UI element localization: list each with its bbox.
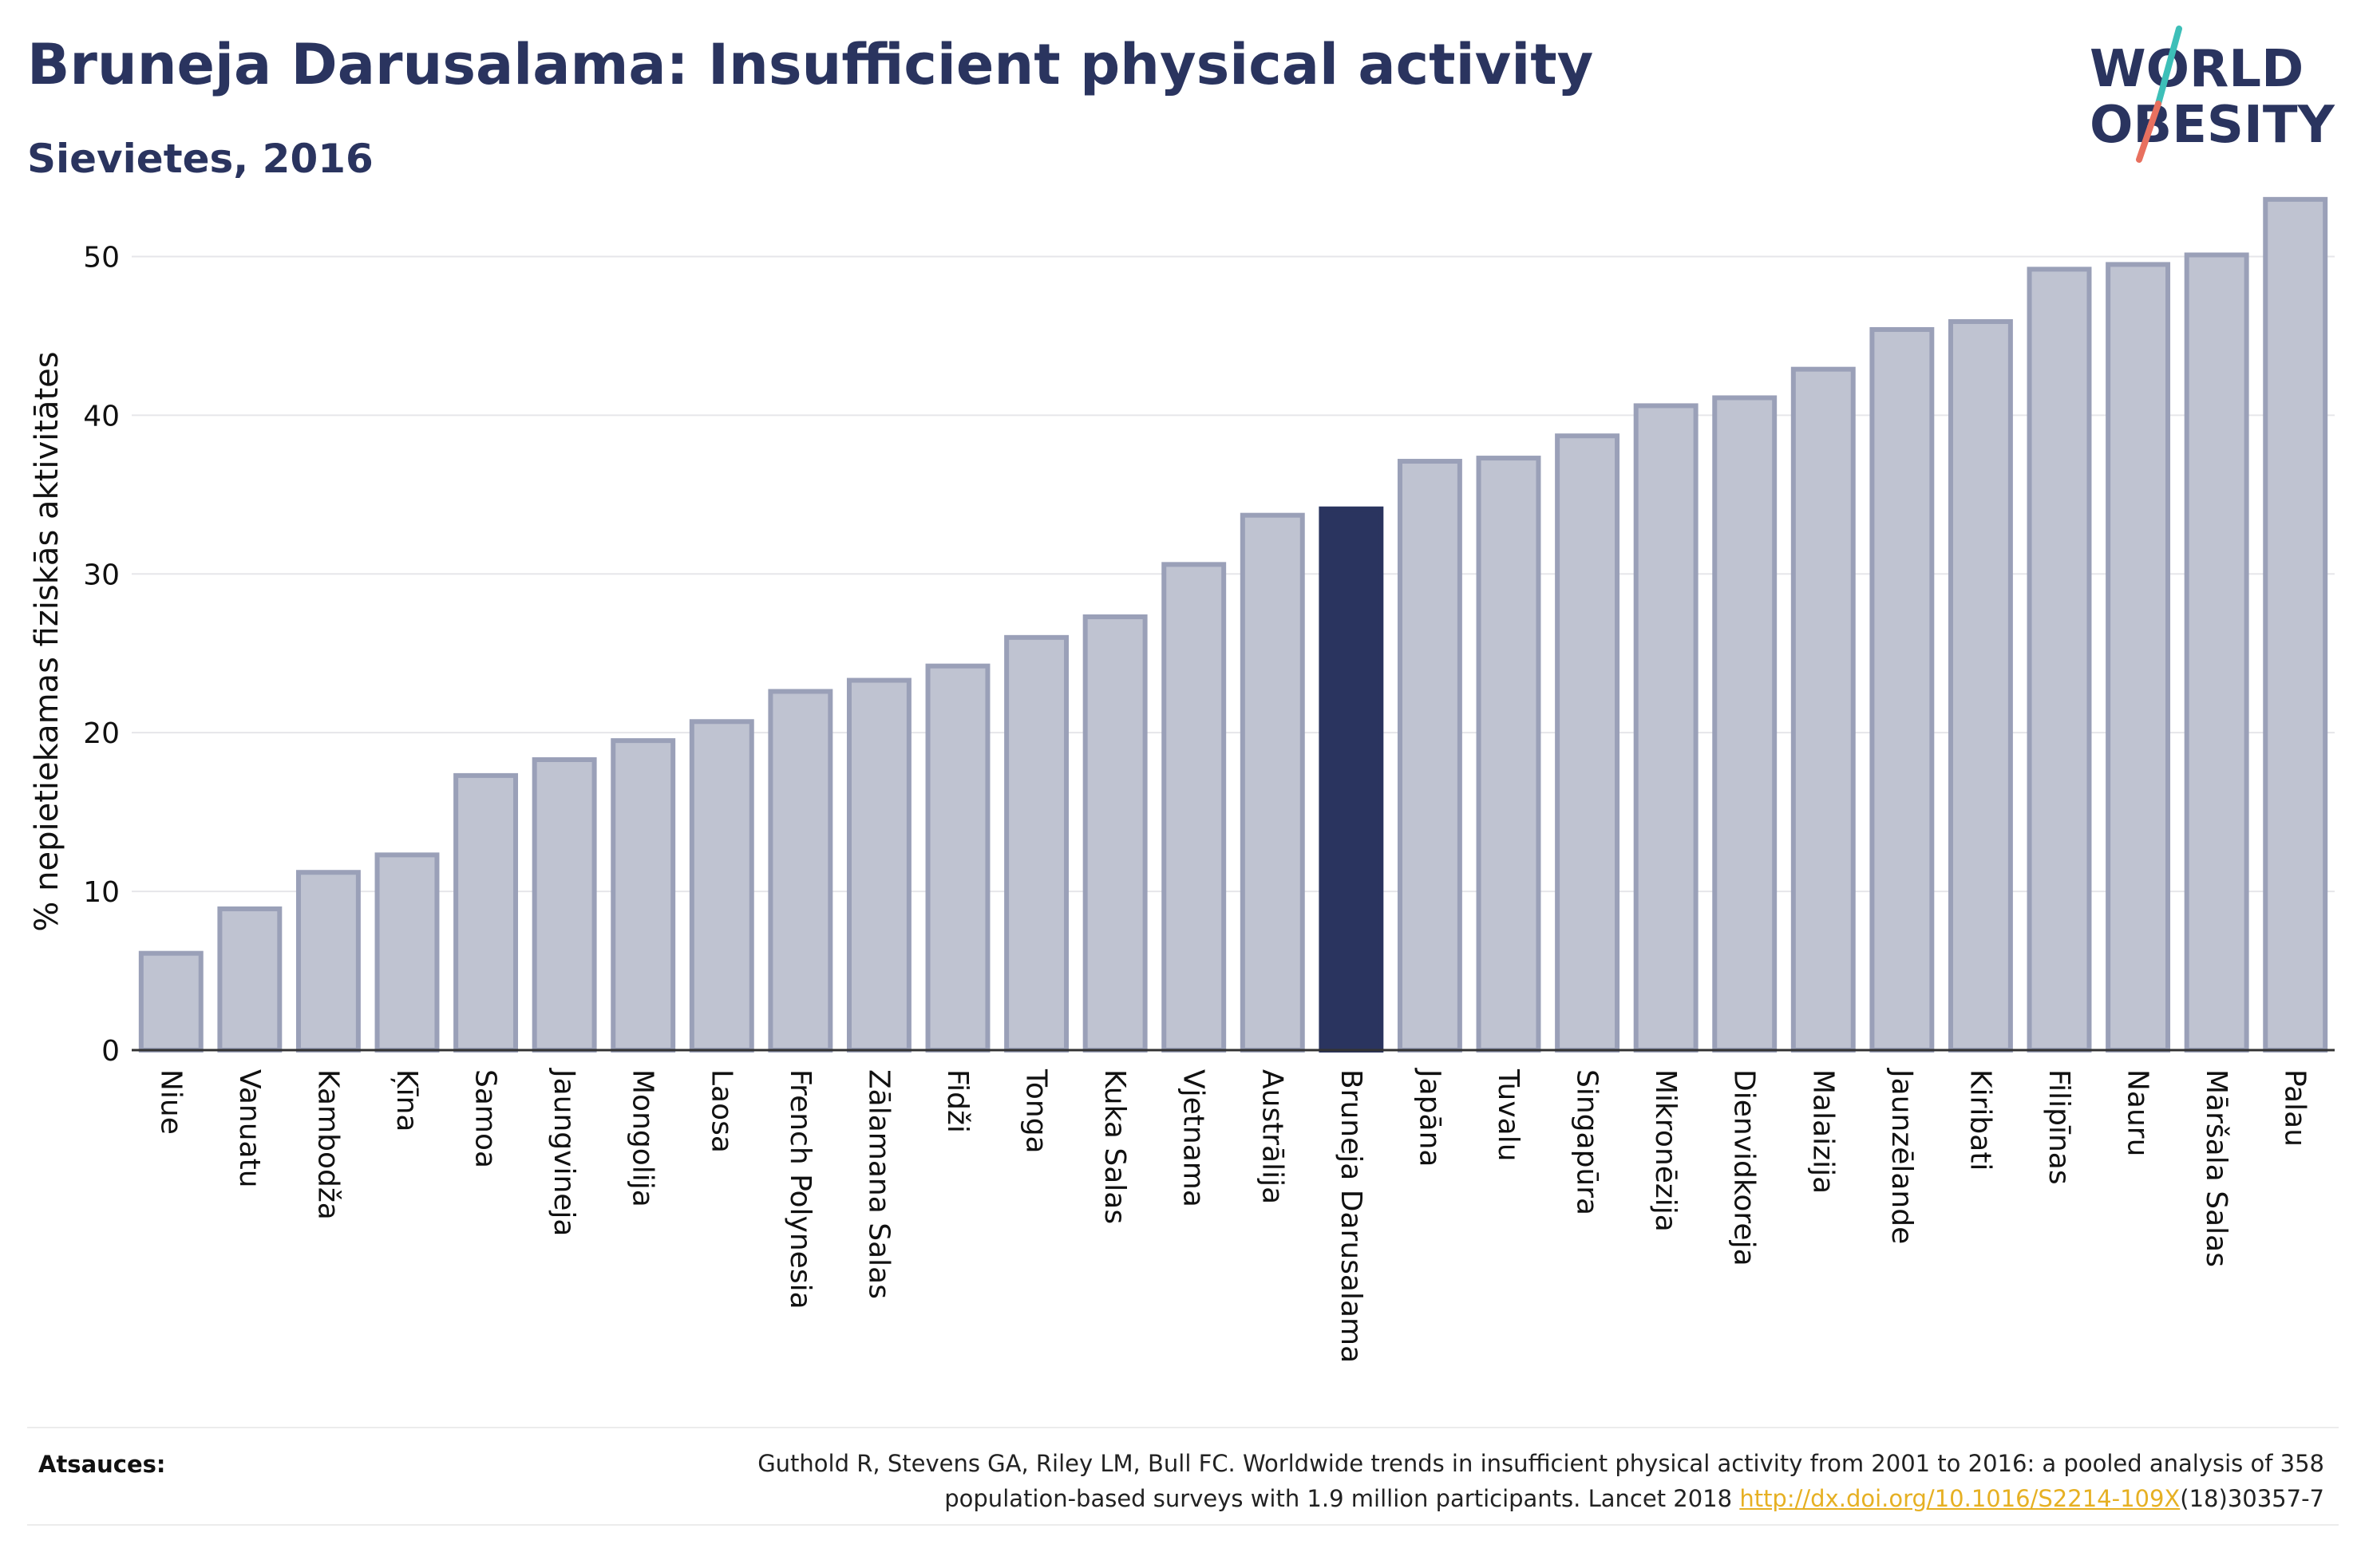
chart-subtitle: Sievietes, 2016 <box>27 136 374 182</box>
y-tick-label: 10 <box>83 876 120 909</box>
x-tick-label: French Polynesia <box>784 1069 817 1309</box>
bar-samoa <box>453 772 519 1053</box>
bar-jaunzēlande <box>1869 326 1935 1053</box>
x-tick-label: Jaungvineja <box>548 1068 580 1237</box>
x-tick-label: Nauru <box>2122 1069 2154 1156</box>
x-tick-label: Kambodža <box>311 1069 344 1220</box>
x-tick-label: Kiribati <box>1964 1069 1996 1171</box>
x-tick-label: Niue <box>154 1069 187 1135</box>
x-tick-label: Japāna <box>1413 1068 1445 1167</box>
x-tick-label: Dienvidkoreja <box>1728 1069 1761 1266</box>
bar-dienvidkoreja <box>1712 395 1778 1053</box>
y-tick-label: 20 <box>83 717 120 750</box>
bar-mongolija <box>611 738 676 1053</box>
bar-austrālija <box>1240 512 1305 1053</box>
bar-vjetnama <box>1161 562 1227 1053</box>
bar-laosa <box>689 719 754 1053</box>
sources-citation: Guthold R, Stevens GA, Riley LM, Bull FC… <box>479 1446 2324 1516</box>
x-tick-label: Singapūra <box>1571 1069 1604 1215</box>
bar-zālamana-salas <box>846 677 912 1053</box>
y-axis-label: % nepietiekamas fiziskās aktivitātes <box>29 351 65 931</box>
bar-kiribati <box>1948 319 2013 1053</box>
x-tick-label: Tuvalu <box>1492 1068 1525 1162</box>
x-axis-labels: Niue Vanuatu Kambodža Ķīna Samoa Jaungvineja M… <box>154 1068 2311 1363</box>
bar-ķīna <box>374 852 440 1053</box>
bar-māršala-salas <box>2184 252 2249 1053</box>
x-tick-label: Laosa <box>705 1069 738 1153</box>
x-tick-label: Palau <box>2279 1069 2312 1147</box>
world-obesity-logo: WORLD OBESITY <box>2090 26 2335 163</box>
bar-niue <box>138 950 204 1053</box>
y-axis-ticks: 0 10 20 30 40 50 <box>83 241 120 1068</box>
bar-kambodža <box>295 870 361 1053</box>
bar-malaizija <box>1790 366 1856 1053</box>
x-tick-label: Ķīna <box>390 1069 423 1132</box>
footer-divider-top <box>27 1427 2339 1428</box>
sources-label: Atsauces: <box>38 1451 166 1478</box>
bar-vanuatu <box>217 906 283 1053</box>
x-tick-label: Kuka Salas <box>1098 1069 1131 1224</box>
logo-line2: OBESITY <box>2090 96 2335 155</box>
x-tick-label: Austrālija <box>1256 1069 1288 1204</box>
y-tick-label: 30 <box>83 559 120 591</box>
citation-line2-post: (18)30357-7 <box>2180 1485 2324 1512</box>
bar-singapūra <box>1555 433 1620 1053</box>
bar-palau <box>2263 196 2328 1053</box>
x-tick-label: Malaizija <box>1806 1069 1839 1194</box>
bar-french-polynesia <box>768 689 833 1053</box>
bar-jaungvineja <box>532 756 597 1053</box>
bar-filipīnas <box>2027 267 2092 1053</box>
bar-bruneja-darusalama <box>1319 506 1384 1053</box>
citation-doi-link[interactable]: http://dx.doi.org/10.1016/S2214-109X <box>1739 1485 2181 1512</box>
x-tick-label: Vjetnama <box>1177 1069 1210 1207</box>
footer-divider-bottom <box>27 1524 2339 1526</box>
citation-line2-pre: population-based surveys with 1.9 millio… <box>944 1485 1740 1512</box>
x-tick-label: Filipīnas <box>2043 1069 2075 1185</box>
x-tick-label: Tonga <box>1020 1068 1053 1154</box>
bar-tonga <box>1004 634 1070 1053</box>
y-tick-label: 40 <box>83 400 120 432</box>
chart-title: Bruneja Darusalama: Insufficient physica… <box>27 32 1594 97</box>
x-tick-label: Jaunzēlande <box>1885 1068 1918 1244</box>
bars <box>138 196 2328 1053</box>
bar-tuvalu <box>1476 456 1541 1053</box>
x-tick-label: Zālamana Salas <box>862 1069 895 1299</box>
bar-kuka-salas <box>1082 614 1148 1053</box>
x-tick-label: Mikronēzija <box>1649 1069 1682 1232</box>
bar-nauru <box>2106 262 2171 1053</box>
logo-slash-bottom <box>2136 101 2161 163</box>
x-tick-label: Samoa <box>469 1069 502 1168</box>
bar-fidži <box>925 663 991 1053</box>
bar-japāna <box>1397 459 1462 1053</box>
x-tick-label: Vanuatu <box>233 1069 266 1188</box>
y-tick-label: 50 <box>83 241 120 274</box>
x-tick-label: Fidži <box>941 1069 974 1133</box>
citation-line1: Guthold R, Stevens GA, Riley LM, Bull FC… <box>757 1450 2324 1477</box>
logo-slash-top <box>2155 26 2182 107</box>
x-tick-label: Bruneja Darusalama <box>1335 1069 1367 1363</box>
logo-line1: WORLD <box>2090 40 2304 99</box>
x-tick-label: Mongolija <box>627 1069 659 1207</box>
x-tick-label: Māršala Salas <box>2200 1069 2232 1267</box>
y-tick-label: 0 <box>101 1035 120 1068</box>
bar-mikronēzija <box>1633 403 1699 1053</box>
